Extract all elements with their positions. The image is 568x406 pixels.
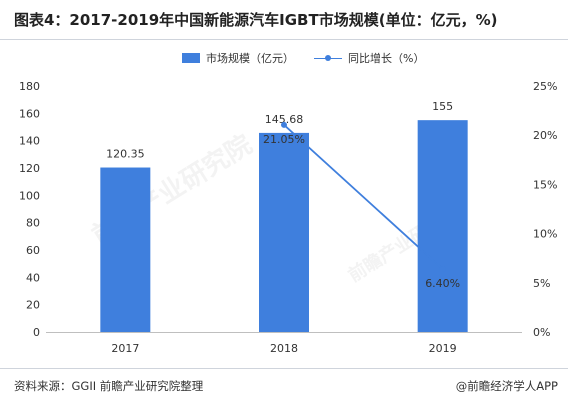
y-left-tick-label: 180 (19, 80, 40, 93)
y-right-tick-label: 15% (533, 178, 557, 191)
y-right-tick-label: 25% (533, 80, 557, 93)
y-left-tick-label: 160 (19, 107, 40, 120)
growth-point (439, 266, 446, 273)
legend-bar-swatch (182, 53, 200, 63)
legend-line-swatch (314, 53, 342, 63)
y-right-tick-label: 20% (533, 129, 557, 142)
chart-legend: 市场规模（亿元） 同比增长（%） (0, 50, 568, 70)
bar (100, 167, 151, 332)
x-tick-label: 2019 (429, 342, 457, 355)
brand-credit: @前瞻经济学人APP (455, 379, 558, 393)
y-right-tick-label: 0% (533, 326, 550, 339)
y-left-tick-label: 20 (26, 299, 40, 312)
bar (417, 120, 468, 333)
y-left-tick-label: 100 (19, 189, 40, 202)
growth-value-label: 6.40% (425, 277, 460, 290)
y-left-tick-label: 40 (26, 271, 40, 284)
growth-value-label: 21.05% (263, 133, 305, 146)
bar (259, 132, 309, 332)
x-tick-label: 2018 (270, 342, 298, 355)
bar-value-label: 145.68 (265, 113, 304, 126)
legend-item-line: 同比增长（%） (314, 50, 424, 66)
y-right-tick-label: 5% (533, 277, 550, 290)
chart-title: 图表4：2017-2019年中国新能源汽车IGBT市场规模(单位：亿元，%) (14, 11, 498, 29)
bar-value-label: 155 (432, 100, 453, 113)
y-left-tick-label: 80 (26, 217, 40, 230)
growth-point (281, 121, 287, 128)
legend-bar-label: 市场规模（亿元） (206, 52, 294, 65)
source-bar: 资料来源：GGII 前瞻产业研究院整理 @前瞻经济学人APP (0, 368, 568, 406)
bar-value-label: 120.35 (106, 148, 145, 161)
growth-line (283, 124, 444, 270)
title-divider (0, 39, 568, 40)
y-right-tick-label: 10% (533, 228, 557, 241)
y-left-tick-label: 0 (33, 326, 40, 339)
legend-line-label: 同比增长（%） (348, 52, 425, 65)
x-tick-label: 2017 (111, 342, 139, 355)
legend-item-bar: 市场规模（亿元） (182, 50, 294, 66)
y-left-tick-label: 60 (26, 244, 40, 257)
y-left-tick-label: 140 (19, 135, 40, 148)
source-note: 资料来源：GGII 前瞻产业研究院整理 (14, 379, 204, 393)
y-left-tick-label: 120 (19, 162, 40, 175)
